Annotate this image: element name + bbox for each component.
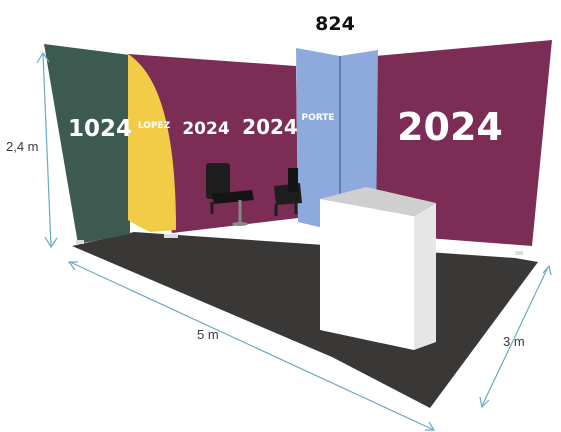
label-2024-b: 2024	[242, 115, 298, 139]
yellow-flag-banner	[128, 54, 176, 232]
counter-side	[414, 203, 436, 350]
wall-foot-right	[515, 251, 523, 255]
door-panel-left	[296, 48, 340, 232]
dimension-depth-label: 3 m	[503, 334, 525, 349]
flag-foot	[164, 234, 178, 238]
dimension-width-label: 5 m	[197, 327, 219, 342]
left-wall-panel	[44, 44, 130, 244]
counter-front	[320, 199, 414, 350]
label-1024: 1024	[68, 116, 132, 142]
label-porte: PORTE	[301, 113, 334, 123]
label-824: 824	[315, 13, 355, 35]
chair-right	[274, 168, 302, 216]
counter-top	[320, 187, 436, 216]
chair-left-seat	[212, 190, 254, 204]
reception-counter	[320, 187, 436, 350]
right-wall-panel	[375, 40, 552, 246]
stand-floor	[72, 232, 538, 408]
label-lopez: LOPEZ	[138, 121, 171, 131]
wall-foot-left	[76, 240, 84, 244]
dimension-width	[67, 261, 436, 431]
label-2024-c: 2024	[397, 105, 503, 149]
dimension-height	[36, 51, 58, 249]
label-2024-a: 2024	[182, 119, 229, 139]
chair-left-back	[206, 163, 230, 199]
chair-left-base	[232, 222, 248, 226]
dimension-height-label: 2,4 m	[6, 139, 39, 154]
chair-right-back	[288, 168, 298, 192]
chair-left	[206, 163, 254, 226]
dimension-depth	[479, 264, 552, 409]
